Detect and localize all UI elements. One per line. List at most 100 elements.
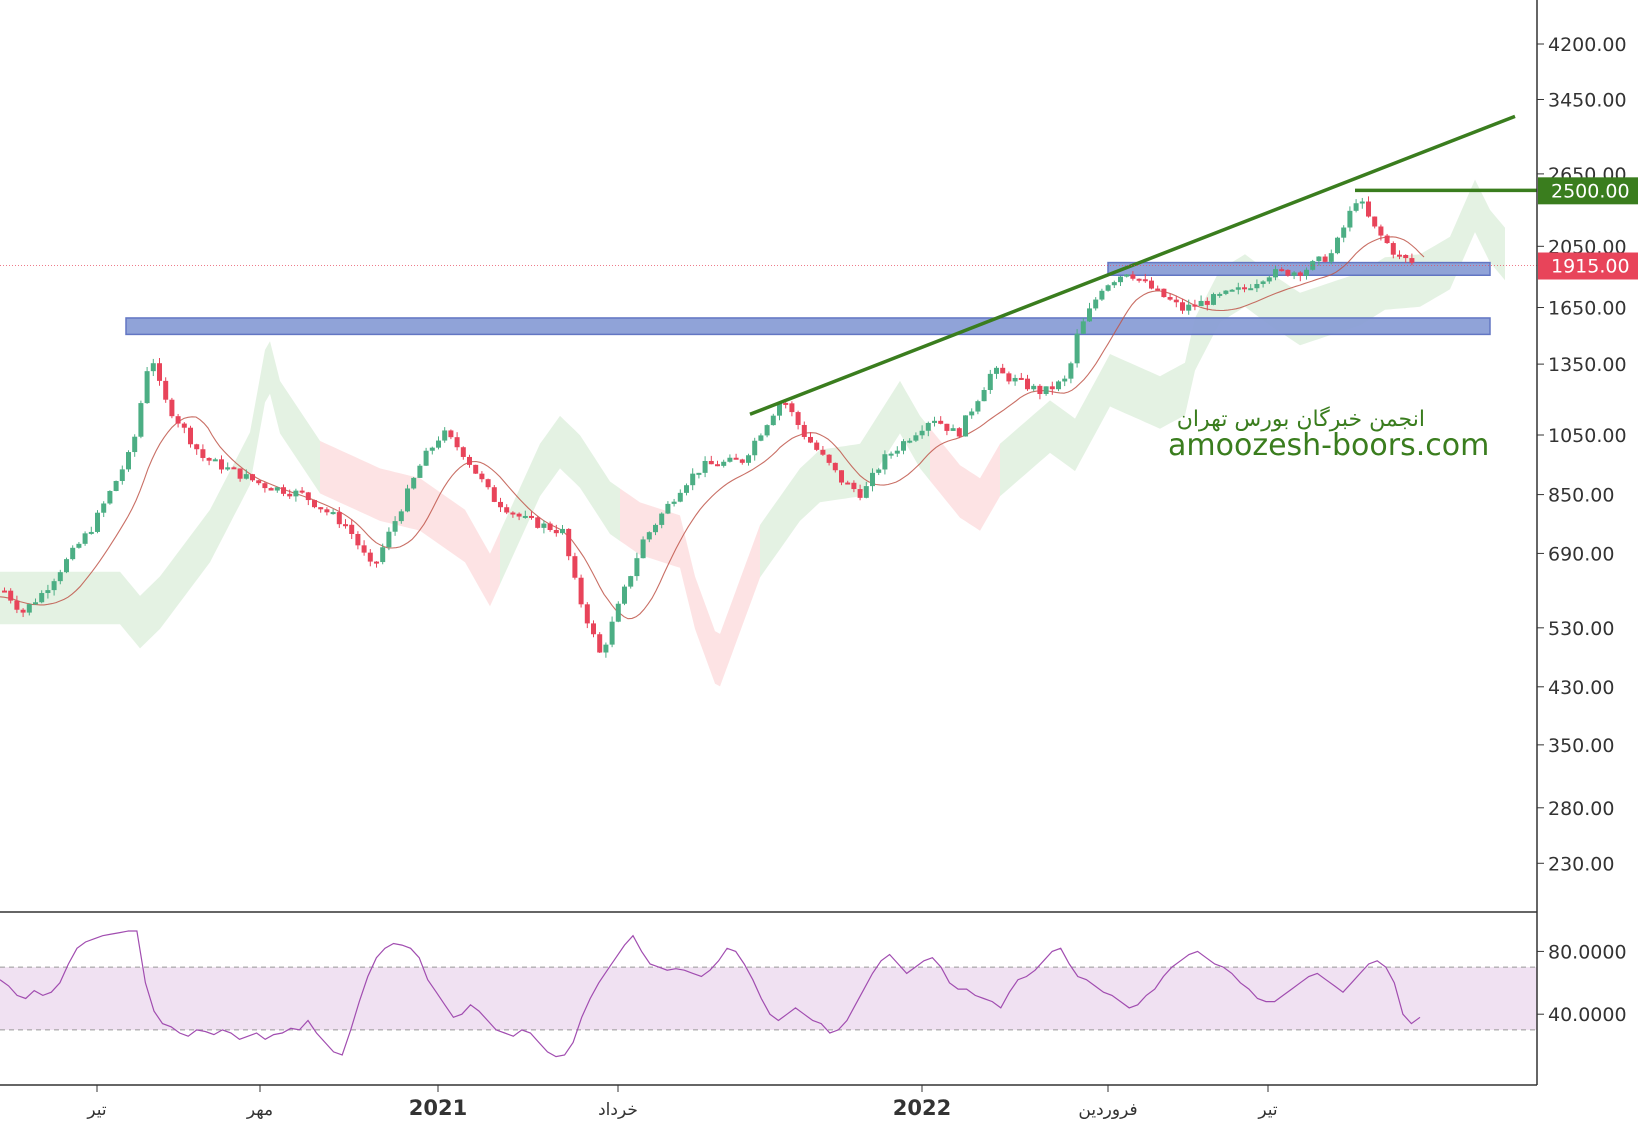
- candle-body: [1390, 243, 1396, 255]
- candle-body: [39, 593, 45, 603]
- candle-body: [355, 533, 361, 546]
- candle-body: [1291, 272, 1297, 276]
- trendline: [749, 114, 1516, 416]
- candle-body: [113, 480, 119, 491]
- candle-body: [70, 547, 76, 560]
- candle-body: [1229, 289, 1235, 292]
- price-tick-label: 230.00: [1548, 853, 1614, 875]
- candle-body: [907, 440, 913, 443]
- ichimoku-cloud: [0, 179, 1505, 687]
- price-tick-label: 530.00: [1548, 618, 1614, 640]
- candle-body: [857, 489, 863, 498]
- candle-body: [913, 435, 919, 441]
- watermark: انجمن خبرگان بورس تهران amoozesh-boors.c…: [1168, 406, 1489, 463]
- candle-body: [225, 467, 231, 470]
- candle-body: [1025, 378, 1030, 390]
- candle-body: [1192, 304, 1198, 307]
- candle-body: [460, 447, 466, 457]
- candle-body: [746, 455, 751, 463]
- candle-body: [250, 474, 255, 481]
- candle-body: [429, 447, 435, 451]
- candle-body: [1198, 300, 1204, 307]
- candle-body: [981, 389, 987, 402]
- time-tick-label: خرداد: [598, 1100, 638, 1120]
- candle-body: [417, 465, 423, 478]
- candle-body: [888, 453, 894, 456]
- candle-body: [770, 415, 776, 426]
- candle-body: [516, 513, 522, 517]
- candle-body: [299, 490, 305, 493]
- candle-body: [1310, 261, 1316, 270]
- candle-body: [95, 512, 100, 532]
- rsi-tick-label: 80.0000: [1548, 941, 1627, 963]
- candle-body: [26, 604, 32, 613]
- candle-body: [795, 412, 801, 425]
- time-tick-label: 2022: [893, 1096, 951, 1120]
- candle-body: [318, 507, 324, 510]
- candle-body: [473, 464, 479, 474]
- price-tick-label: 1350.00: [1548, 354, 1627, 376]
- price-tick-label: 4200.00: [1548, 34, 1627, 56]
- candle-body: [603, 644, 609, 653]
- candle-body: [1211, 294, 1216, 305]
- candle-body: [1378, 226, 1384, 236]
- candle-body: [646, 532, 652, 540]
- candle-body: [572, 556, 578, 578]
- price-tick-label: 3450.00: [1548, 89, 1627, 111]
- watermark-persian: انجمن خبرگان بورس تهران: [1177, 406, 1425, 432]
- candle-body: [696, 472, 702, 475]
- candle-body: [1142, 279, 1148, 282]
- candle-body: [845, 482, 851, 485]
- candle-body: [1167, 297, 1173, 300]
- candle-body: [622, 586, 627, 604]
- candle-body: [1087, 308, 1092, 322]
- candle-body: [839, 470, 844, 483]
- candle-body: [870, 472, 875, 487]
- candle-body: [882, 454, 888, 470]
- candle-body: [367, 552, 373, 562]
- candle-body: [1062, 378, 1068, 382]
- candle-body: [578, 577, 584, 605]
- time-tick-label: مهر: [246, 1100, 273, 1120]
- level-badge-label: 2500.00: [1551, 180, 1630, 202]
- candle-body: [777, 402, 782, 416]
- candle-body: [894, 450, 900, 454]
- candle-body: [715, 464, 720, 467]
- candle-body: [665, 503, 671, 514]
- candle-body: [1186, 304, 1192, 311]
- candle-body: [88, 531, 94, 534]
- candle-body: [1093, 299, 1099, 309]
- candle-body: [64, 559, 69, 573]
- candle-body: [820, 449, 826, 455]
- kijun-polyline: [0, 236, 1425, 620]
- candle-body: [584, 604, 590, 624]
- candle-body: [436, 440, 441, 448]
- candle-body: [293, 490, 299, 497]
- candle-body: [1105, 285, 1111, 291]
- time-tick-label: تیر: [1257, 1100, 1278, 1120]
- candle-body: [1074, 333, 1080, 364]
- candle-body: [380, 547, 386, 563]
- candle-body: [1012, 377, 1018, 382]
- candle-body: [814, 442, 820, 450]
- candle-body: [591, 623, 596, 635]
- candle-body: [925, 422, 931, 431]
- candle-body: [752, 440, 758, 456]
- price-badges: 2500.00 1915.00: [1538, 177, 1638, 280]
- candle-body: [851, 482, 857, 490]
- candle-body: [1366, 201, 1371, 217]
- candle-body: [901, 441, 906, 451]
- candle-body: [659, 513, 665, 525]
- price-tick-label: 1050.00: [1548, 425, 1627, 447]
- candle-body: [14, 600, 20, 610]
- candle-body: [442, 430, 448, 441]
- candle-body: [1136, 278, 1142, 281]
- candle-body: [1297, 272, 1303, 276]
- candle-body: [206, 457, 212, 461]
- candle-body: [721, 461, 727, 466]
- candle-body: [386, 531, 392, 548]
- time-tick-label: 2021: [409, 1096, 467, 1120]
- cloud-bullish: [0, 341, 320, 649]
- candle-body: [33, 602, 38, 605]
